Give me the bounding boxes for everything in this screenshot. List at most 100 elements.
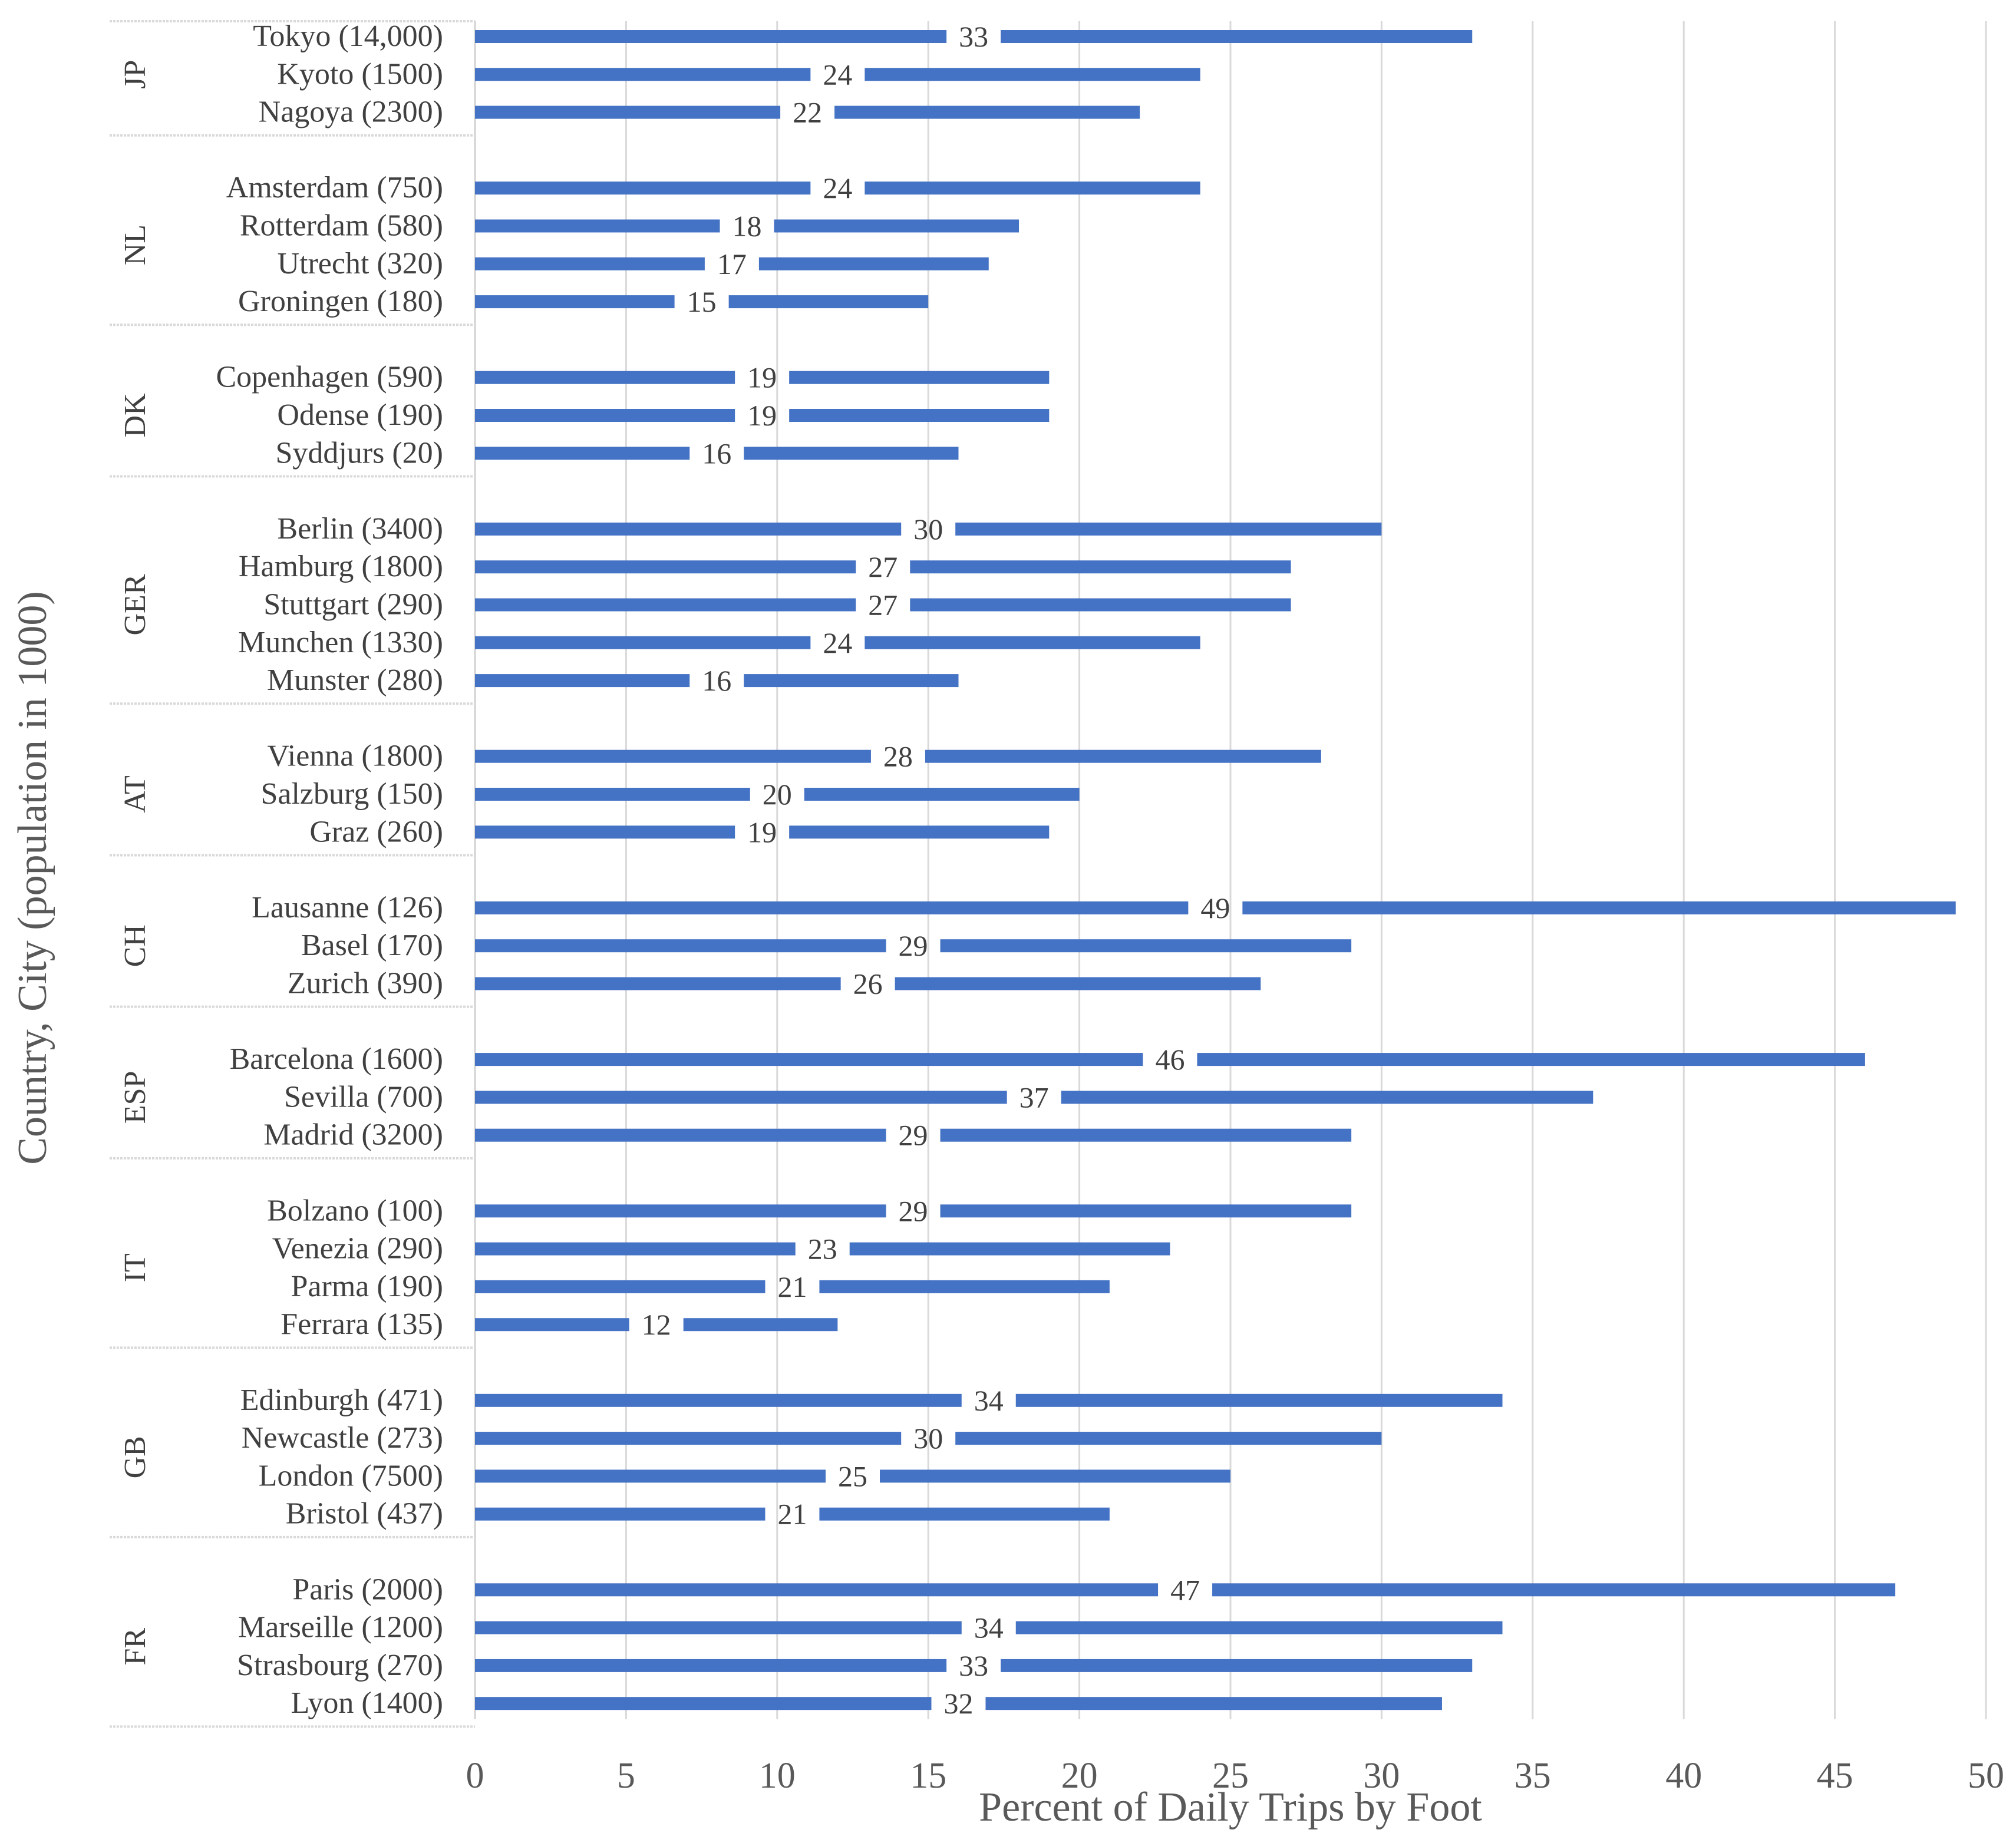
bar [475, 68, 811, 81]
city-label: Lyon (1400) [291, 1686, 443, 1720]
group-separators [110, 20, 475, 1728]
city-label: Rotterdam (580) [240, 209, 443, 243]
bar-value-label: 34 [974, 1384, 1004, 1417]
bar [910, 560, 1291, 574]
bar-value-label: 21 [777, 1498, 807, 1531]
bar-value-label: 24 [823, 58, 852, 91]
x-tick-label: 40 [1665, 1756, 1702, 1796]
country-label: NL [118, 224, 152, 265]
city-label: Lausanne (126) [252, 891, 443, 924]
city-label: Nagoya (2300) [259, 95, 443, 129]
bar-value-label: 28 [883, 740, 913, 773]
bar [1242, 901, 1956, 914]
bar-value-label: 47 [1170, 1573, 1200, 1606]
country-label: ESP [118, 1071, 152, 1124]
bar [475, 674, 690, 688]
bar [475, 181, 811, 195]
city-label: Copenhagen (590) [216, 361, 443, 394]
bar [475, 749, 871, 763]
city-label: Utrecht (320) [277, 247, 443, 280]
city-label: Madrid (3200) [263, 1118, 443, 1152]
bar [475, 1697, 932, 1710]
bar [475, 1393, 962, 1407]
x-axis-title: Percent of Daily Trips by Foot [979, 1785, 1482, 1830]
bar-value-label: 22 [793, 96, 822, 129]
bar [475, 1469, 826, 1483]
bar [789, 825, 1050, 839]
country-label: GER [118, 574, 152, 635]
city-label: Marseille (1200) [238, 1611, 443, 1644]
bar [940, 1204, 1352, 1218]
country-label: CH [118, 924, 152, 967]
city-label: Sevilla (700) [284, 1080, 443, 1114]
bar [475, 1621, 962, 1634]
bar [475, 636, 811, 649]
bar [834, 105, 1140, 119]
bar [819, 1507, 1110, 1521]
bar [744, 674, 959, 688]
city-label: Stuttgart (290) [263, 588, 443, 622]
bar [985, 1697, 1442, 1710]
bar [1015, 1621, 1503, 1634]
y-axis-title: Country, City (population in 1000) [10, 591, 55, 1164]
bar [475, 1053, 1143, 1066]
bar-value-label: 16 [702, 437, 731, 470]
bar-value-label: 24 [823, 171, 852, 204]
bar-value-label: 19 [747, 815, 777, 848]
city-label: Kyoto (1500) [277, 57, 443, 91]
bar [475, 939, 886, 953]
bar [475, 825, 735, 839]
x-tick-label: 35 [1515, 1756, 1551, 1796]
x-tick-label: 5 [617, 1756, 635, 1796]
x-tick-label: 30 [1363, 1756, 1400, 1796]
bar-value-label: 46 [1155, 1043, 1184, 1076]
city-label: Salzburg (150) [260, 777, 443, 811]
city-label: London (7500) [259, 1459, 443, 1492]
bar [475, 1432, 902, 1445]
bar [475, 560, 856, 574]
bar [940, 1128, 1352, 1142]
city-label: Hamburg (1800) [239, 550, 443, 583]
city-label: Odense (190) [277, 398, 443, 432]
city-label: Paris (2000) [292, 1573, 443, 1606]
city-label: Newcastle (273) [242, 1421, 443, 1455]
x-tick-label: 45 [1817, 1756, 1853, 1796]
city-label: Munster (280) [267, 663, 443, 697]
bar [865, 68, 1200, 81]
country-label: AT [118, 775, 152, 813]
bar [475, 1507, 766, 1521]
bar [683, 1318, 838, 1332]
x-axis-ticks: 0 5 10 15 20 25 30 35 40 45 50 [466, 1756, 2005, 1796]
bar [1001, 1659, 1473, 1672]
x-tick-label: 50 [1968, 1756, 2004, 1796]
bar [475, 977, 841, 990]
bar-value-label: 17 [717, 247, 747, 280]
bar [789, 371, 1050, 384]
bar-value-label: 18 [733, 210, 762, 243]
country-label: FR [118, 1628, 152, 1666]
bar [475, 1318, 629, 1332]
bar-value-label: 33 [959, 20, 988, 53]
bar-value-label: 49 [1200, 891, 1230, 924]
bar [1001, 30, 1473, 43]
city-label: Barcelona (1600) [230, 1042, 443, 1076]
bar-value-label: 25 [838, 1459, 867, 1492]
bar [475, 1091, 1007, 1104]
bar [910, 598, 1291, 612]
city-label: Basel (170) [301, 929, 443, 962]
bar [475, 447, 690, 460]
city-label: Graz (260) [309, 815, 443, 848]
city-label: Ferrara (135) [281, 1307, 443, 1341]
city-label: Strasbourg (270) [237, 1649, 443, 1682]
city-label: Berlin (3400) [277, 512, 443, 546]
bar [789, 409, 1050, 422]
bar [849, 1242, 1170, 1256]
bar [475, 409, 735, 422]
city-label: Syddjurs (20) [275, 436, 443, 470]
bar [865, 636, 1200, 649]
bar-value-label: 16 [702, 664, 731, 697]
bar-value-label: 32 [943, 1687, 973, 1720]
bar [475, 371, 735, 384]
